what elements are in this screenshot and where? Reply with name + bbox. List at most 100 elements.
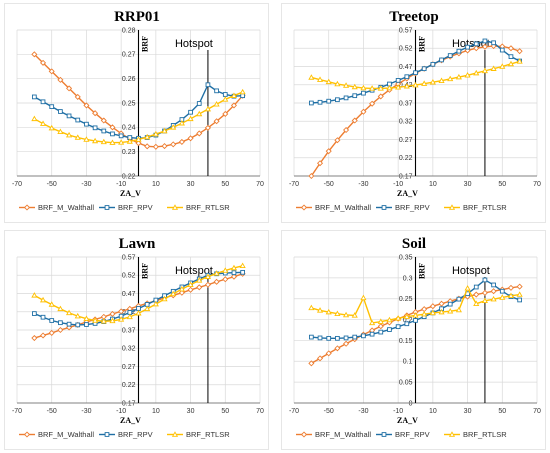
y-tick-label: 0.47 [399, 64, 413, 71]
chart-svg-lawn: Lawn0.170.220.270.320.370.420.470.520.57… [12, 236, 264, 439]
data-point [230, 273, 238, 280]
data-point [187, 135, 194, 142]
data-point [31, 334, 38, 342]
data-point [361, 333, 366, 339]
data-point [152, 300, 159, 307]
data-point [516, 283, 523, 290]
data-point [92, 125, 98, 131]
data-point [126, 138, 133, 144]
data-point [343, 335, 349, 341]
data-point [84, 121, 89, 127]
x-tick-label: 30 [187, 181, 195, 188]
data-point [57, 128, 64, 134]
data-point [473, 284, 479, 290]
data-point [109, 317, 116, 324]
y-axis-label: BRF [141, 36, 150, 52]
y-tick-label: 0.52 [122, 273, 136, 280]
legend-entry: BRF_RTLSR [463, 430, 507, 439]
data-point [517, 297, 522, 303]
y-tick-label: 0.1 [403, 359, 413, 366]
data-point [490, 295, 497, 302]
y-tick-label: 0.23 [122, 149, 136, 156]
data-point [421, 306, 428, 313]
data-point [57, 305, 64, 312]
y-tick-label: 0.37 [122, 327, 136, 334]
data-point [352, 93, 358, 99]
chart-panel-soil: Soil 0 0.05 0.1 0.15 0.2 0.25 0.3 0.35 -70 -50 -30 -… [281, 230, 546, 450]
data-point [325, 78, 332, 85]
x-axis-label: ZA_V [397, 416, 418, 425]
data-point [317, 99, 323, 105]
y-tick-label: 0.22 [122, 382, 136, 389]
data-point [109, 310, 116, 317]
data-point [39, 120, 47, 126]
data-point [395, 315, 402, 321]
x-tick-label: 50 [498, 408, 506, 415]
y-tick-label: 0.32 [122, 346, 136, 353]
data-point [464, 285, 471, 291]
chart-svg-treetop: Treetop0.170.220.270.320.370.420.470.520… [289, 9, 541, 212]
data-point [308, 304, 315, 311]
data-point [481, 43, 488, 50]
data-point [403, 313, 410, 319]
y-tick-label: 0.35 [399, 254, 413, 261]
x-tick-label: -70 [12, 408, 22, 415]
x-tick-label: 30 [464, 408, 472, 415]
data-point [455, 73, 462, 80]
y-tick-label: 0.2 [403, 317, 413, 324]
data-point [473, 300, 480, 306]
data-point [101, 128, 107, 134]
x-tick-label: -30 [81, 181, 91, 188]
chart-svg-rrp01: RRP01 0.22 0.23 0.24 0.25 0.26 0.27 0.28 -70 -50 -… [12, 9, 264, 212]
y-tick-label: 0.17 [122, 400, 136, 407]
y-tick-label: 0.57 [399, 27, 413, 34]
data-point [361, 90, 366, 96]
data-point [334, 310, 341, 316]
data-point [92, 137, 99, 144]
data-point [75, 322, 81, 328]
data-point [213, 270, 220, 276]
hotspot-label: Hotspot [175, 38, 213, 50]
x-tick-label: 10 [429, 181, 437, 188]
chart-svg-soil: Soil 0 0.05 0.1 0.15 0.2 0.25 0.3 0.35 -70 -50 -30 -… [289, 236, 541, 439]
data-point [239, 88, 246, 95]
data-point [57, 76, 64, 83]
y-tick-label: 0 [409, 400, 413, 407]
data-point [447, 301, 453, 307]
data-point [100, 318, 107, 324]
data-point [316, 76, 324, 82]
legend-marker [171, 431, 179, 437]
data-point [464, 72, 471, 78]
x-tick-label: 70 [533, 181, 541, 188]
data-point [222, 276, 229, 283]
data-point [213, 118, 220, 125]
legend-marker [381, 205, 387, 210]
data-point [491, 282, 496, 288]
data-point [481, 67, 488, 74]
data-point [386, 316, 393, 323]
x-tick-label: 50 [221, 408, 229, 415]
y-tick-label: 0.15 [399, 338, 413, 345]
y-tick-label: 0.52 [399, 46, 413, 53]
data-point [369, 85, 376, 91]
data-point [439, 57, 444, 63]
data-point [325, 308, 332, 315]
data-point [214, 88, 219, 94]
legend-marker [104, 205, 110, 210]
legend-marker [381, 432, 387, 437]
y-tick-label: 0.57 [122, 254, 136, 261]
x-tick-label: -70 [12, 181, 22, 188]
data-point [39, 296, 47, 303]
data-point [39, 332, 47, 339]
data-point [66, 309, 73, 316]
legend-entry: BRF_RPV [395, 430, 430, 439]
data-point [178, 289, 185, 296]
y-tick-label: 0.47 [122, 291, 136, 298]
data-point [352, 334, 358, 340]
data-point [413, 318, 418, 323]
data-point [316, 160, 324, 167]
x-tick-label: -10 [116, 181, 126, 188]
data-point [421, 66, 427, 72]
x-tick-label: -50 [324, 181, 334, 188]
data-point [516, 58, 523, 64]
